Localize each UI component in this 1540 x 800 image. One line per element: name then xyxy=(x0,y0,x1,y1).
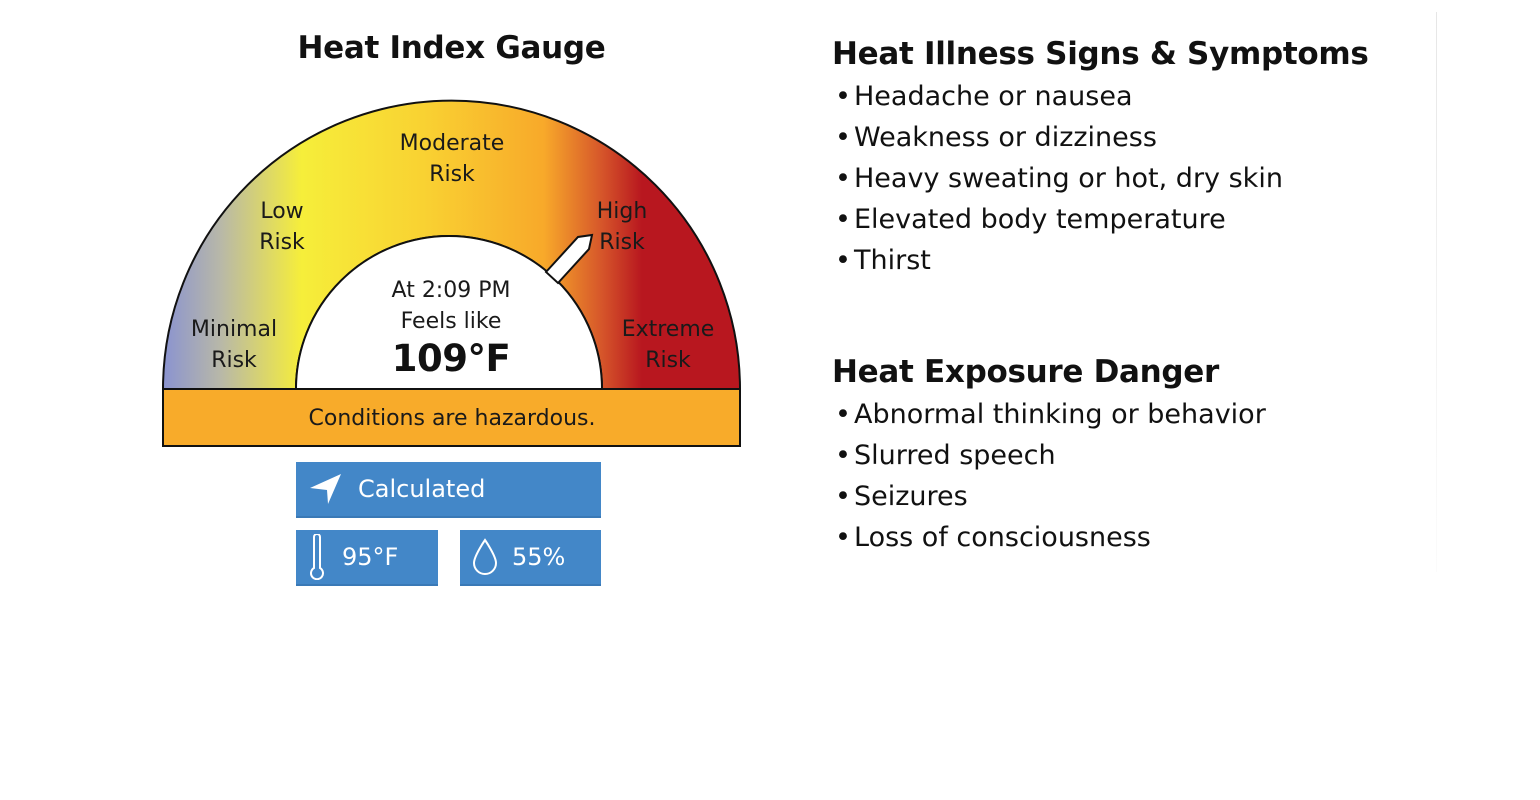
list-item: • Heavy sweating or hot, dry skin xyxy=(832,158,1369,199)
thermometer-icon xyxy=(310,534,324,580)
zone-label-minimal-risk: Minimal Risk xyxy=(191,314,277,376)
list-item: • Headache or nausea xyxy=(832,76,1369,117)
bullet-icon: • xyxy=(835,163,851,194)
location-arrow-icon xyxy=(310,474,341,504)
list-item: • Thirst xyxy=(832,240,1369,281)
zone-label-line1: High xyxy=(596,199,648,224)
bullet-icon: • xyxy=(835,440,851,471)
gauge-title: Heat Index Gauge xyxy=(297,30,606,66)
bullet-icon: • xyxy=(835,122,851,153)
bullet-icon: • xyxy=(835,522,851,553)
zone-label-line2: Risk xyxy=(211,348,257,373)
calculated-label: Calculated xyxy=(358,475,486,503)
temperature-value: 95°F xyxy=(342,543,399,571)
zone-label-extreme-risk: Extreme Risk xyxy=(622,314,715,376)
calculated-button[interactable]: Calculated xyxy=(296,462,601,518)
list-item: • Seizures xyxy=(832,476,1266,517)
symptoms-heading: Heat Illness Signs & Symptoms xyxy=(832,36,1369,72)
bullet-icon: • xyxy=(835,81,851,112)
zone-label-high-risk: High Risk xyxy=(597,196,648,258)
danger-list: • Abnormal thinking or behavior • Slurred … xyxy=(832,394,1266,558)
list-item: • Weakness or dizziness xyxy=(832,117,1369,158)
list-item-text: Abnormal thinking or behavior xyxy=(854,399,1266,430)
zone-label-line1: Moderate xyxy=(399,131,505,156)
heat-illness-symptoms-section: Heat Illness Signs & Symptoms • Headache … xyxy=(832,34,1369,281)
bullet-icon: • xyxy=(835,481,851,512)
list-item: • Abnormal thinking or behavior xyxy=(832,394,1266,435)
zone-label-line1: Minimal xyxy=(190,317,278,342)
status-banner: Conditions are hazardous. xyxy=(308,405,596,431)
list-item-text: Weakness or dizziness xyxy=(854,122,1157,153)
list-item-text: Headache or nausea xyxy=(854,81,1133,112)
zone-label-line1: Extreme xyxy=(621,317,715,342)
bullet-icon: • xyxy=(835,245,851,276)
reading-time: At 2:09 PM xyxy=(391,278,511,303)
heat-exposure-danger-section: Heat Exposure Danger • Abnormal thinking … xyxy=(832,352,1266,558)
zone-label-line2: Risk xyxy=(259,230,305,255)
bullet-icon: • xyxy=(835,204,851,235)
gauge-center-dial xyxy=(294,235,604,390)
symptoms-list: • Headache or nausea • Weakness or dizzine… xyxy=(832,76,1369,281)
zone-label-line2: Risk xyxy=(429,162,475,187)
humidity-value: 55% xyxy=(512,543,566,571)
zone-label-line1: Low xyxy=(260,199,304,224)
temperature-reading-button[interactable]: 95°F xyxy=(296,530,438,586)
list-item-text: Thirst xyxy=(854,245,931,276)
gauge-needle xyxy=(544,233,594,285)
feels-like-value: 109°F xyxy=(391,337,511,380)
status-band xyxy=(162,388,741,447)
list-item-text: Slurred speech xyxy=(854,440,1056,471)
feels-like-label: Feels like xyxy=(400,309,502,334)
heat-index-gauge xyxy=(161,99,742,447)
right-edge-divider xyxy=(1436,12,1437,572)
list-item: • Elevated body temperature xyxy=(832,199,1369,240)
list-item-text: Elevated body temperature xyxy=(854,204,1226,235)
zone-label-moderate-risk: Moderate Risk xyxy=(400,128,505,190)
zone-label-line2: Risk xyxy=(599,230,645,255)
list-item-text: Seizures xyxy=(854,481,968,512)
humidity-reading-button[interactable]: 55% xyxy=(460,530,601,586)
danger-heading: Heat Exposure Danger xyxy=(832,354,1220,390)
list-item: • Slurred speech xyxy=(832,435,1266,476)
zone-label-line2: Risk xyxy=(645,348,691,373)
list-item: • Loss of consciousness xyxy=(832,517,1266,558)
bullet-icon: • xyxy=(835,399,851,430)
list-item-text: Loss of consciousness xyxy=(854,522,1151,553)
zone-label-low-risk: Low Risk xyxy=(259,196,305,258)
gauge-center-readout: At 2:09 PM Feels like 109°F xyxy=(392,275,511,381)
water-drop-icon xyxy=(472,538,498,575)
list-item-text: Heavy sweating or hot, dry skin xyxy=(854,163,1283,194)
